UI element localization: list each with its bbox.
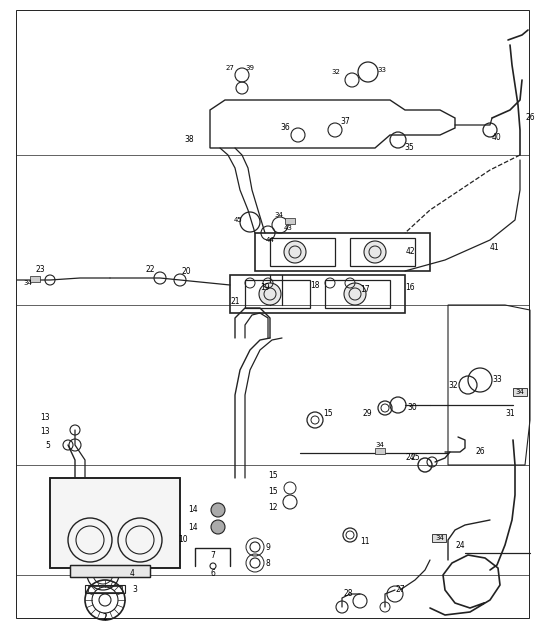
Text: 3: 3 [132,585,137,593]
Text: 29: 29 [362,408,372,418]
Bar [30,276,40,282]
Text: 34: 34 [274,212,283,218]
Text: 38: 38 [184,136,194,144]
Text: 15: 15 [268,487,278,497]
Text: 19: 19 [260,283,270,293]
Text: 5: 5 [45,440,50,450]
Bar [88,586,122,592]
Bar [432,534,446,542]
Text: 15: 15 [268,472,278,480]
Text: 39: 39 [245,65,255,71]
Text: 24: 24 [455,541,465,550]
Text: 34: 34 [23,280,33,286]
Text: 9: 9 [265,543,270,551]
Text: 44: 44 [265,237,274,243]
Text: 16: 16 [405,283,415,293]
Text: 10: 10 [178,536,187,544]
Circle shape [284,241,306,263]
Text: 35: 35 [404,144,414,153]
Text: 20: 20 [182,268,192,276]
Text: 34: 34 [376,442,384,448]
Text: 28: 28 [343,588,353,597]
Text: 27: 27 [395,585,404,595]
Text: 25: 25 [410,453,420,462]
Text: 8: 8 [265,558,270,568]
Circle shape [364,241,386,263]
Text: 26: 26 [525,114,535,122]
Bar [50,478,180,568]
Text: 13: 13 [40,428,50,436]
Text: 4: 4 [130,570,135,578]
Bar [245,280,310,308]
Bar [255,233,430,271]
Bar [70,565,150,577]
Circle shape [211,520,225,534]
Text: 17: 17 [360,286,370,295]
Text: 34: 34 [516,389,524,395]
Text: 7: 7 [210,551,215,560]
Text: 26: 26 [475,448,485,457]
Bar [285,218,295,224]
Text: 14: 14 [189,506,198,514]
Text: 40: 40 [492,134,502,143]
Text: 2: 2 [102,612,107,622]
Text: 31: 31 [505,408,514,418]
Text: 32: 32 [331,69,340,75]
Text: 36: 36 [280,124,290,133]
Text: 13: 13 [40,413,50,423]
Circle shape [259,283,281,305]
Text: 14: 14 [189,522,198,531]
Text: 15: 15 [323,408,332,418]
Bar [513,388,527,396]
Text: 24: 24 [405,453,415,462]
Text: 37: 37 [340,117,350,126]
Bar [70,565,150,577]
Text: 43: 43 [284,225,293,231]
Text: 33: 33 [378,67,386,73]
Bar [230,275,405,313]
Bar [325,280,390,308]
Text: 41: 41 [490,244,500,252]
Text: 42: 42 [405,247,415,256]
Bar [270,238,335,266]
Bar [375,448,385,454]
Text: 30: 30 [407,404,417,413]
Circle shape [211,503,225,517]
Text: 27: 27 [225,65,234,71]
Text: 32: 32 [449,381,458,389]
Text: 18: 18 [310,281,320,290]
Bar [85,585,125,593]
Text: 34: 34 [435,535,444,541]
Bar [50,478,180,568]
Text: 23: 23 [35,266,45,274]
Text: 6: 6 [210,568,215,578]
Text: 12: 12 [269,504,278,512]
Text: 11: 11 [360,538,370,546]
Text: 21: 21 [230,298,240,306]
Text: 22: 22 [146,266,155,274]
Text: 45: 45 [234,217,243,223]
Circle shape [344,283,366,305]
Text: 33: 33 [492,376,502,384]
Bar [350,238,415,266]
